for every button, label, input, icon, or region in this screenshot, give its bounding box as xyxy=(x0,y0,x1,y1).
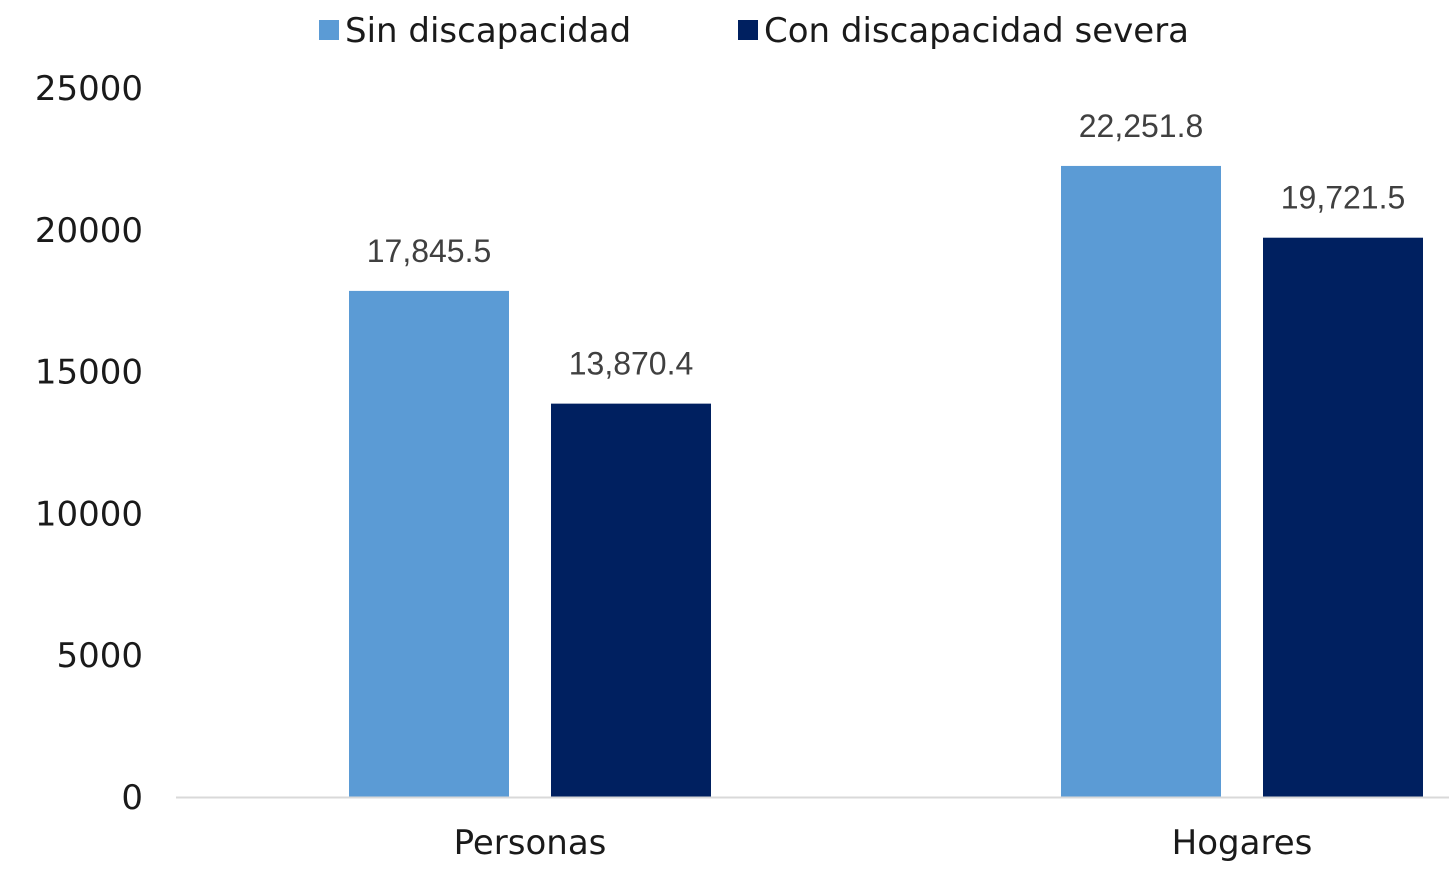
y-tick-label-20000: 20000 xyxy=(35,211,143,251)
legend-label-sin-discapacidad: Sin discapacidad xyxy=(345,11,631,51)
value-label-sin-discapacidad-personas: 17,845.5 xyxy=(367,233,492,269)
y-tick-label-10000: 10000 xyxy=(35,494,143,534)
value-label-con-discapacidad-severa-hogares: 19,721.5 xyxy=(1281,180,1406,216)
y-axis-ticks: 0 5000 10000 15000 20000 25000 xyxy=(35,69,143,818)
bar-series xyxy=(349,165,1423,798)
legend-label-con-discapacidad-severa: Con discapacidad severa xyxy=(764,11,1189,51)
bar-con-discapacidad-severa-hogares xyxy=(1263,237,1423,798)
legend-swatch-sin-discapacidad xyxy=(319,20,339,40)
value-label-con-discapacidad-severa-personas: 13,870.4 xyxy=(569,346,694,382)
y-tick-label-25000: 25000 xyxy=(35,69,143,109)
x-category-label-personas: Personas xyxy=(454,823,607,863)
x-axis-categories: Personas Hogares xyxy=(454,823,1313,863)
bar-sin-discapacidad-personas xyxy=(349,290,509,797)
y-tick-label-5000: 5000 xyxy=(56,636,143,676)
y-tick-label-15000: 15000 xyxy=(35,353,143,393)
y-tick-label-0: 0 xyxy=(121,778,143,818)
x-category-label-hogares: Hogares xyxy=(1172,823,1313,863)
value-label-sin-discapacidad-hogares: 22,251.8 xyxy=(1079,108,1204,144)
legend-swatch-con-discapacidad-severa xyxy=(738,20,758,40)
bar-sin-discapacidad-hogares xyxy=(1061,165,1221,797)
chart-legend: Sin discapacidad Con discapacidad severa xyxy=(319,11,1189,51)
bar-value-labels: 17,845.5 22,251.8 13,870.4 19,721.5 xyxy=(367,108,1406,382)
bar-con-discapacidad-severa-personas xyxy=(551,403,711,797)
